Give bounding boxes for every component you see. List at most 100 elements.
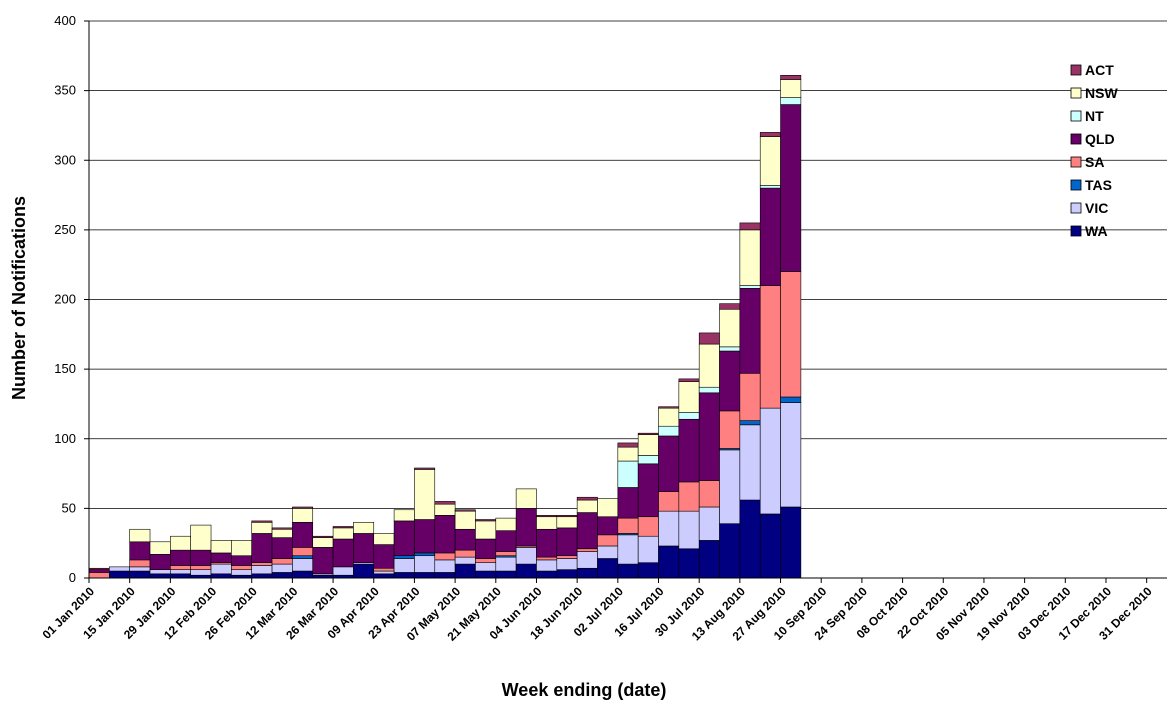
bar-segment-qld bbox=[373, 544, 395, 569]
bar-segment-qld bbox=[353, 533, 375, 563]
y-axis-label: Number of Notifications bbox=[9, 196, 29, 400]
bar-segment-qld bbox=[719, 350, 741, 412]
bar-segment-wa bbox=[393, 572, 415, 579]
bar-segment-sa bbox=[231, 565, 253, 570]
bar-segment-nt bbox=[759, 185, 781, 189]
legend: ACT NSW NT QLD SA TAS VIC WA bbox=[1070, 62, 1118, 239]
bar-segment-vic bbox=[698, 506, 720, 541]
bar-segment-nsw bbox=[719, 308, 741, 348]
legend-label-act: ACT bbox=[1085, 62, 1114, 78]
legend-swatch-vic bbox=[1070, 202, 1082, 214]
bar-segment-sa bbox=[373, 567, 395, 572]
bar-segment-vic bbox=[271, 563, 293, 573]
bar-segment-qld bbox=[454, 528, 476, 551]
bar-segment-qld bbox=[170, 549, 191, 566]
bar-segment-act bbox=[739, 222, 761, 231]
bar-segment-nsw bbox=[190, 524, 212, 551]
bar-segment-act bbox=[332, 526, 354, 529]
bar-segment-qld bbox=[475, 538, 497, 559]
bar-segment-qld bbox=[210, 552, 232, 563]
legend-label-nt: NT bbox=[1085, 108, 1104, 124]
bar-segment-qld bbox=[231, 555, 253, 566]
bar-segment-act bbox=[271, 527, 293, 530]
bar-segment-vic bbox=[292, 558, 314, 572]
bar-segment-vic bbox=[780, 402, 802, 508]
legend-swatch-qld bbox=[1070, 133, 1082, 145]
bar-segment-act bbox=[454, 509, 476, 512]
legend-label-wa: WA bbox=[1085, 223, 1108, 239]
bar-segment-act bbox=[658, 406, 680, 409]
y-tick-label: 50 bbox=[62, 500, 76, 515]
y-tick-label: 400 bbox=[54, 13, 76, 28]
bar-segment-qld bbox=[393, 520, 415, 557]
bar-segment-act bbox=[678, 378, 700, 382]
bar-segment-wa bbox=[373, 573, 395, 579]
bar-segment-act bbox=[414, 467, 436, 470]
bar-segment-nsw bbox=[251, 521, 273, 534]
bar-segment-qld bbox=[434, 515, 456, 554]
bar-segment-nsw bbox=[353, 521, 375, 534]
bar-segment-qld bbox=[129, 541, 151, 561]
bar-segment-tas bbox=[292, 555, 314, 559]
bar-segment-vic bbox=[658, 510, 680, 547]
bar-segment-act bbox=[759, 132, 781, 137]
bar-segment-qld bbox=[515, 508, 537, 547]
bar-segment-nsw bbox=[515, 488, 537, 509]
bar-segment-wa bbox=[129, 570, 151, 579]
bar-segment-act bbox=[292, 506, 314, 509]
bar-segment-qld bbox=[332, 538, 354, 568]
y-tick-label: 0 bbox=[69, 570, 76, 585]
bar-segment-vic bbox=[251, 565, 273, 575]
bar-segment-nsw bbox=[373, 533, 395, 545]
bar-segment-nsw bbox=[597, 498, 619, 518]
bar-segment-vic bbox=[149, 569, 171, 575]
bar-segment-act bbox=[576, 496, 598, 501]
bar-segment-vic bbox=[454, 556, 476, 565]
bar-segment-nsw bbox=[658, 407, 680, 427]
bar-segment-qld bbox=[312, 547, 334, 575]
bar-segment-wa bbox=[719, 523, 741, 579]
bar-segment-nsw bbox=[292, 508, 314, 523]
bar-segment-act bbox=[698, 332, 720, 345]
bar-segment-qld bbox=[637, 463, 659, 518]
bar-segment-nsw bbox=[536, 516, 558, 530]
bar-segment-qld bbox=[414, 519, 436, 554]
bar-segment-qld bbox=[576, 512, 598, 550]
bar-segment-vic bbox=[536, 559, 558, 572]
bar-segment-act bbox=[719, 303, 741, 310]
bar-segment-vic bbox=[495, 556, 517, 572]
bar-segment-sa bbox=[617, 517, 639, 534]
bar-segment-nsw bbox=[739, 229, 761, 286]
bar-segment-wa bbox=[495, 570, 517, 579]
bar-segment-nsw bbox=[576, 499, 598, 513]
bar-segment-nt bbox=[698, 386, 720, 394]
bar-segment-qld bbox=[678, 418, 700, 483]
bar-segment-vic bbox=[170, 569, 191, 575]
bar-segment-sa bbox=[251, 562, 273, 566]
bar-segment-nt bbox=[719, 346, 741, 352]
bar-segment-sa bbox=[698, 480, 720, 508]
bar-segment-act bbox=[637, 432, 659, 435]
bar-segment-vic bbox=[515, 547, 537, 565]
bar-segment-sa bbox=[434, 552, 456, 561]
bar-segment-nsw bbox=[495, 517, 517, 531]
bar-segment-vic bbox=[109, 566, 130, 572]
bar-segment-qld bbox=[759, 187, 781, 286]
bar-segment-vic bbox=[129, 566, 151, 572]
bar-segment-wa bbox=[475, 570, 497, 579]
y-tick-label: 350 bbox=[54, 83, 76, 98]
bars bbox=[88, 75, 802, 579]
bar-segment-nsw bbox=[759, 136, 781, 186]
bar-segment-sa bbox=[597, 534, 619, 547]
bar-segment-nsw bbox=[170, 535, 191, 551]
bar-segment-wa bbox=[454, 563, 476, 579]
bar-segment-nsw bbox=[556, 516, 578, 529]
bar-segment-nsw bbox=[617, 446, 639, 462]
bar-segment-qld bbox=[739, 288, 761, 374]
bar-segment-wa bbox=[759, 513, 781, 579]
bar-segment-qld bbox=[617, 487, 639, 519]
legend-label-sa: SA bbox=[1085, 154, 1104, 170]
bar-segment-nt bbox=[678, 411, 700, 420]
